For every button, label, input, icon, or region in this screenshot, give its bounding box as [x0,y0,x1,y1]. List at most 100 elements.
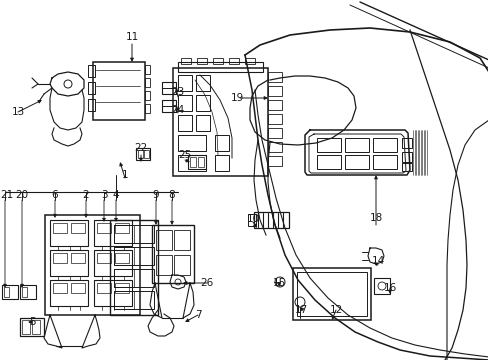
Bar [45,215,140,315]
Bar [114,247,134,265]
Bar [174,255,190,275]
Bar [152,225,194,283]
Bar [97,253,111,263]
Text: 11: 11 [125,32,138,42]
Bar [316,138,340,152]
Bar [162,82,176,94]
Text: 7: 7 [194,310,201,320]
Bar [145,91,150,100]
Bar [345,155,368,169]
Bar [373,278,389,294]
Bar [267,86,282,96]
Bar [97,223,111,233]
Bar [50,250,88,276]
Bar [88,99,95,111]
Bar [4,287,9,297]
Text: 8: 8 [168,190,175,200]
Bar [215,135,228,151]
Bar [196,95,209,111]
Bar [187,155,205,169]
Bar [136,148,150,160]
Bar [178,135,205,151]
Text: 5: 5 [29,317,35,327]
Bar [22,287,27,297]
Bar [253,212,288,228]
Text: 25: 25 [178,150,191,160]
Bar [198,157,203,167]
Bar [71,283,85,293]
Text: 19: 19 [230,93,243,103]
Bar [2,285,18,299]
Bar [267,142,282,152]
Bar [71,223,85,233]
Bar [247,214,256,226]
Bar [190,157,196,167]
Bar [93,62,145,120]
Text: 3: 3 [101,190,107,200]
Bar [196,115,209,131]
Bar [178,75,192,91]
Bar [372,138,396,152]
Bar [145,104,150,113]
Bar [143,150,149,158]
Bar [156,230,172,250]
Bar [401,163,411,171]
Text: 22: 22 [134,143,147,153]
Bar [115,283,129,293]
Bar [88,65,95,77]
Text: 6: 6 [52,190,58,200]
Text: 26: 26 [200,278,213,288]
Bar [267,72,282,82]
Bar [114,269,154,287]
Bar [94,220,132,246]
Bar [145,65,150,74]
Text: 2: 2 [82,190,89,200]
Text: 4: 4 [112,190,119,200]
Bar [94,250,132,276]
Bar [215,155,228,171]
Bar [162,100,176,112]
Bar [156,255,172,275]
Bar [267,156,282,166]
Text: 23: 23 [171,87,184,97]
Bar [401,152,411,162]
Bar [53,253,67,263]
Bar [316,155,340,169]
Text: 20: 20 [16,190,28,200]
Bar [178,155,205,171]
Bar [197,58,206,64]
Text: 12: 12 [329,305,342,315]
Bar [20,318,44,336]
Bar [97,283,111,293]
Bar [71,253,85,263]
Bar [181,58,191,64]
Text: 21: 21 [0,190,14,200]
Text: 10: 10 [246,214,259,224]
Bar [178,115,192,131]
Bar [20,285,36,299]
Bar [213,58,223,64]
Text: 15: 15 [272,278,285,288]
Bar [53,223,67,233]
Bar [114,291,134,309]
Bar [114,225,134,243]
Text: 17: 17 [294,305,307,315]
Text: 13: 13 [11,107,24,117]
Text: 24: 24 [171,105,184,115]
Bar [296,272,366,316]
Bar [292,268,370,320]
Bar [178,95,192,111]
Bar [138,150,142,158]
Bar [53,283,67,293]
Bar [174,230,190,250]
Bar [196,75,209,91]
Bar [94,280,132,306]
Bar [110,220,158,315]
Bar [22,320,30,334]
Bar [115,253,129,263]
Bar [88,82,95,94]
Bar [372,155,396,169]
Text: 16: 16 [383,283,396,293]
Bar [50,220,88,246]
Bar [114,225,154,243]
